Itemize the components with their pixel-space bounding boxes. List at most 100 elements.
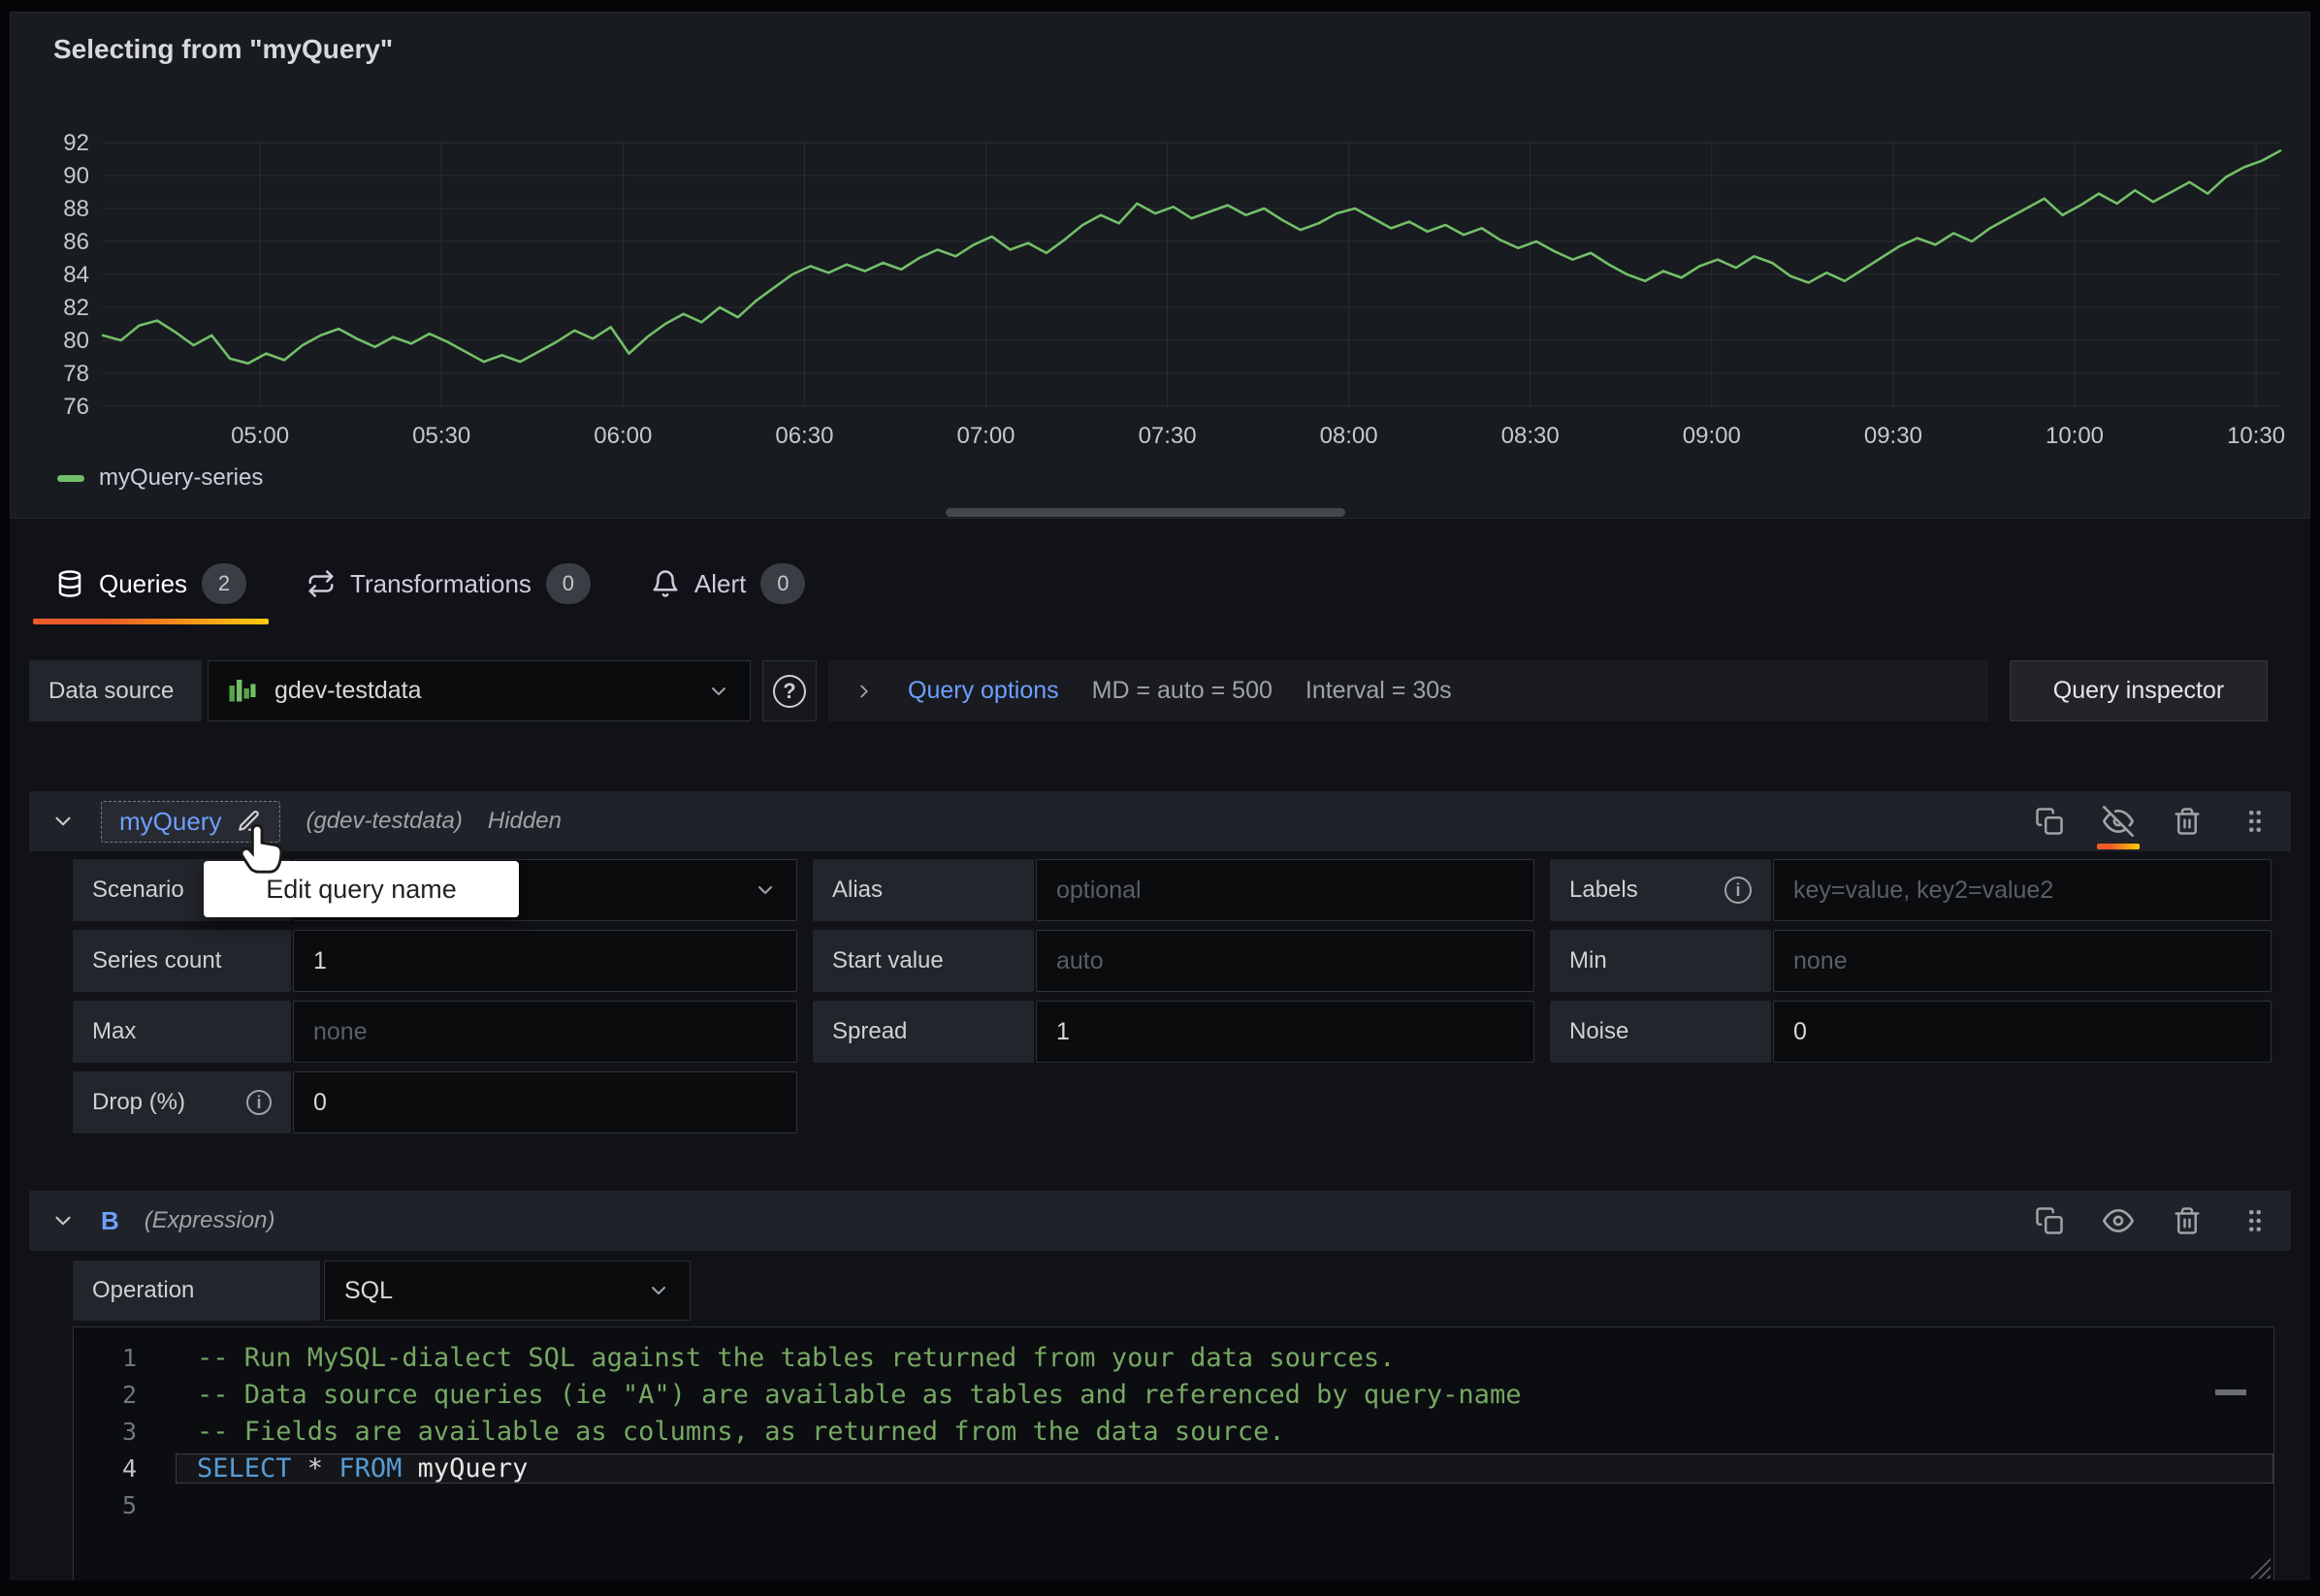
eye-icon — [2103, 1209, 2134, 1232]
svg-text:80: 80 — [63, 328, 89, 354]
svg-text:90: 90 — [63, 163, 89, 189]
series-count-label: Series count — [73, 930, 291, 992]
code-text: SELECT * FROM myQuery — [176, 1452, 2273, 1484]
transformations-icon — [308, 570, 334, 597]
trash-icon — [2175, 808, 2200, 835]
tab-transformations[interactable]: Transformations 0 — [280, 543, 617, 624]
svg-text:09:00: 09:00 — [1683, 423, 1741, 449]
labels-label-text: Labels — [1569, 877, 1638, 903]
legend-swatch — [57, 474, 84, 482]
svg-text:06:30: 06:30 — [775, 423, 833, 449]
svg-text:84: 84 — [63, 262, 89, 288]
panel-title: Selecting from "myQuery" — [53, 34, 394, 64]
tab-transformations-count: 0 — [545, 563, 591, 604]
code-line: 2 -- Data source queries (ie "A") are av… — [74, 1376, 2273, 1413]
toggle-query-visibility-button[interactable] — [2103, 1205, 2134, 1236]
database-icon — [58, 570, 81, 597]
sql-keyword: SELECT — [197, 1452, 292, 1484]
operation-dropdown[interactable]: SQL — [324, 1261, 691, 1321]
trash-icon — [2175, 1207, 2200, 1234]
timeseries-chart: 05:00 05:30 06:00 06:30 07:00 07:30 08:00 08:30… — [63, 130, 2285, 449]
operation-value: SQL — [344, 1276, 394, 1304]
eye-off-icon — [2103, 806, 2134, 837]
query-a-actions — [2035, 806, 2270, 849]
delete-query-button[interactable] — [2173, 1206, 2202, 1235]
line-number: 5 — [121, 1490, 137, 1519]
noise-label: Noise — [1550, 1001, 1771, 1063]
bell-icon — [653, 570, 678, 597]
chevron-down-icon — [758, 886, 772, 894]
sql-keyword: FROM — [338, 1452, 403, 1484]
tab-transformations-label: Transformations — [350, 568, 532, 598]
tab-queries-label: Queries — [99, 568, 188, 598]
min-input[interactable] — [1773, 930, 2272, 992]
svg-text:10:00: 10:00 — [2046, 423, 2104, 449]
query-b-name[interactable]: B — [101, 1205, 119, 1235]
svg-text:88: 88 — [63, 196, 89, 222]
query-options-interval: Interval = 30s — [1305, 677, 1452, 704]
drag-query-handle[interactable] — [2240, 807, 2270, 836]
query-b-type: (Expression) — [144, 1207, 275, 1233]
spread-input[interactable] — [1036, 1001, 1534, 1063]
code-line: 5 — [74, 1486, 2273, 1523]
testdata-datasource-icon — [229, 679, 256, 701]
datasource-help-button[interactable]: ? — [762, 660, 817, 721]
code-text: -- Fields are available as columns, as r… — [197, 1416, 1285, 1447]
line-number: 3 — [121, 1417, 137, 1446]
svg-text:92: 92 — [63, 130, 89, 156]
labels-input[interactable] — [1773, 859, 2272, 921]
query-a-name: myQuery — [119, 806, 222, 836]
query-a-name-button[interactable]: myQuery — [101, 800, 281, 843]
query-a-datasource: (gdev-testdata) — [306, 808, 463, 834]
legend-item[interactable]: myQuery-series — [57, 464, 263, 492]
code-text: -- Data source queries (ie "A") are avai… — [197, 1379, 1522, 1410]
start-value-input[interactable] — [1036, 930, 1534, 992]
svg-text:05:00: 05:00 — [231, 423, 289, 449]
toggle-query-visibility-button[interactable] — [2097, 806, 2140, 849]
info-icon[interactable]: i — [1724, 877, 1752, 904]
legend-label: myQuery-series — [99, 464, 264, 491]
horizontal-scrollbar-thumb[interactable] — [946, 508, 1345, 517]
sql-code-editor[interactable]: 1 -- Run MySQL-dialect SQL against the t… — [73, 1326, 2274, 1582]
editor-tabs: Queries 2 Transformations 0 Alert 0 — [10, 543, 2310, 624]
code-text: -- Run MySQL-dialect SQL against the tab… — [197, 1342, 1396, 1373]
line-number: 4 — [121, 1453, 137, 1483]
tab-alert[interactable]: Alert 0 — [625, 543, 831, 624]
datasource-label: Data source — [29, 660, 202, 721]
alias-input[interactable] — [1036, 859, 1534, 921]
svg-text:86: 86 — [63, 229, 89, 255]
datasource-picker[interactable]: gdev-testdata — [208, 660, 751, 721]
svg-text:09:30: 09:30 — [1864, 423, 1922, 449]
svg-text:08:30: 08:30 — [1501, 423, 1560, 449]
labels-label: Labels i — [1550, 859, 1771, 921]
collapse-query-a-icon[interactable] — [50, 809, 76, 834]
duplicate-query-button[interactable] — [2035, 807, 2064, 836]
chevron-down-icon — [712, 686, 725, 695]
chevron-right-icon — [860, 685, 868, 697]
svg-text:10:30: 10:30 — [2227, 423, 2285, 449]
sql-operator: * — [291, 1452, 339, 1484]
svg-text:07:30: 07:30 — [1139, 423, 1197, 449]
hand-cursor — [240, 823, 283, 874]
copy-icon — [2036, 1207, 2063, 1234]
query-inspector-button[interactable]: Query inspector — [2010, 660, 2268, 721]
drop-input[interactable] — [293, 1071, 797, 1133]
tab-queries[interactable]: Queries 2 — [29, 543, 273, 624]
timeseries-panel: Selecting from "myQuery" 05:00 05:30 06:00… — [10, 12, 2310, 519]
chevron-down-icon — [652, 1287, 665, 1294]
grip-icon — [2249, 1210, 2261, 1231]
series-count-input[interactable] — [293, 930, 797, 992]
svg-text:08:00: 08:00 — [1320, 423, 1378, 449]
delete-query-button[interactable] — [2173, 807, 2202, 836]
editor-resize-handle[interactable] — [2249, 1557, 2271, 1579]
duplicate-query-button[interactable] — [2035, 1206, 2064, 1235]
code-line: 3 -- Fields are available as columns, as… — [74, 1413, 2273, 1450]
question-circle-icon: ? — [773, 674, 806, 708]
query-options-toggle[interactable]: Query options — [908, 677, 1059, 704]
max-input[interactable] — [293, 1001, 797, 1063]
drag-query-handle[interactable] — [2240, 1206, 2270, 1235]
collapse-query-b-icon[interactable] — [50, 1208, 76, 1233]
info-icon[interactable]: i — [246, 1090, 272, 1115]
editor-scroll-indicator[interactable] — [2215, 1389, 2246, 1395]
noise-input[interactable] — [1773, 1001, 2272, 1063]
